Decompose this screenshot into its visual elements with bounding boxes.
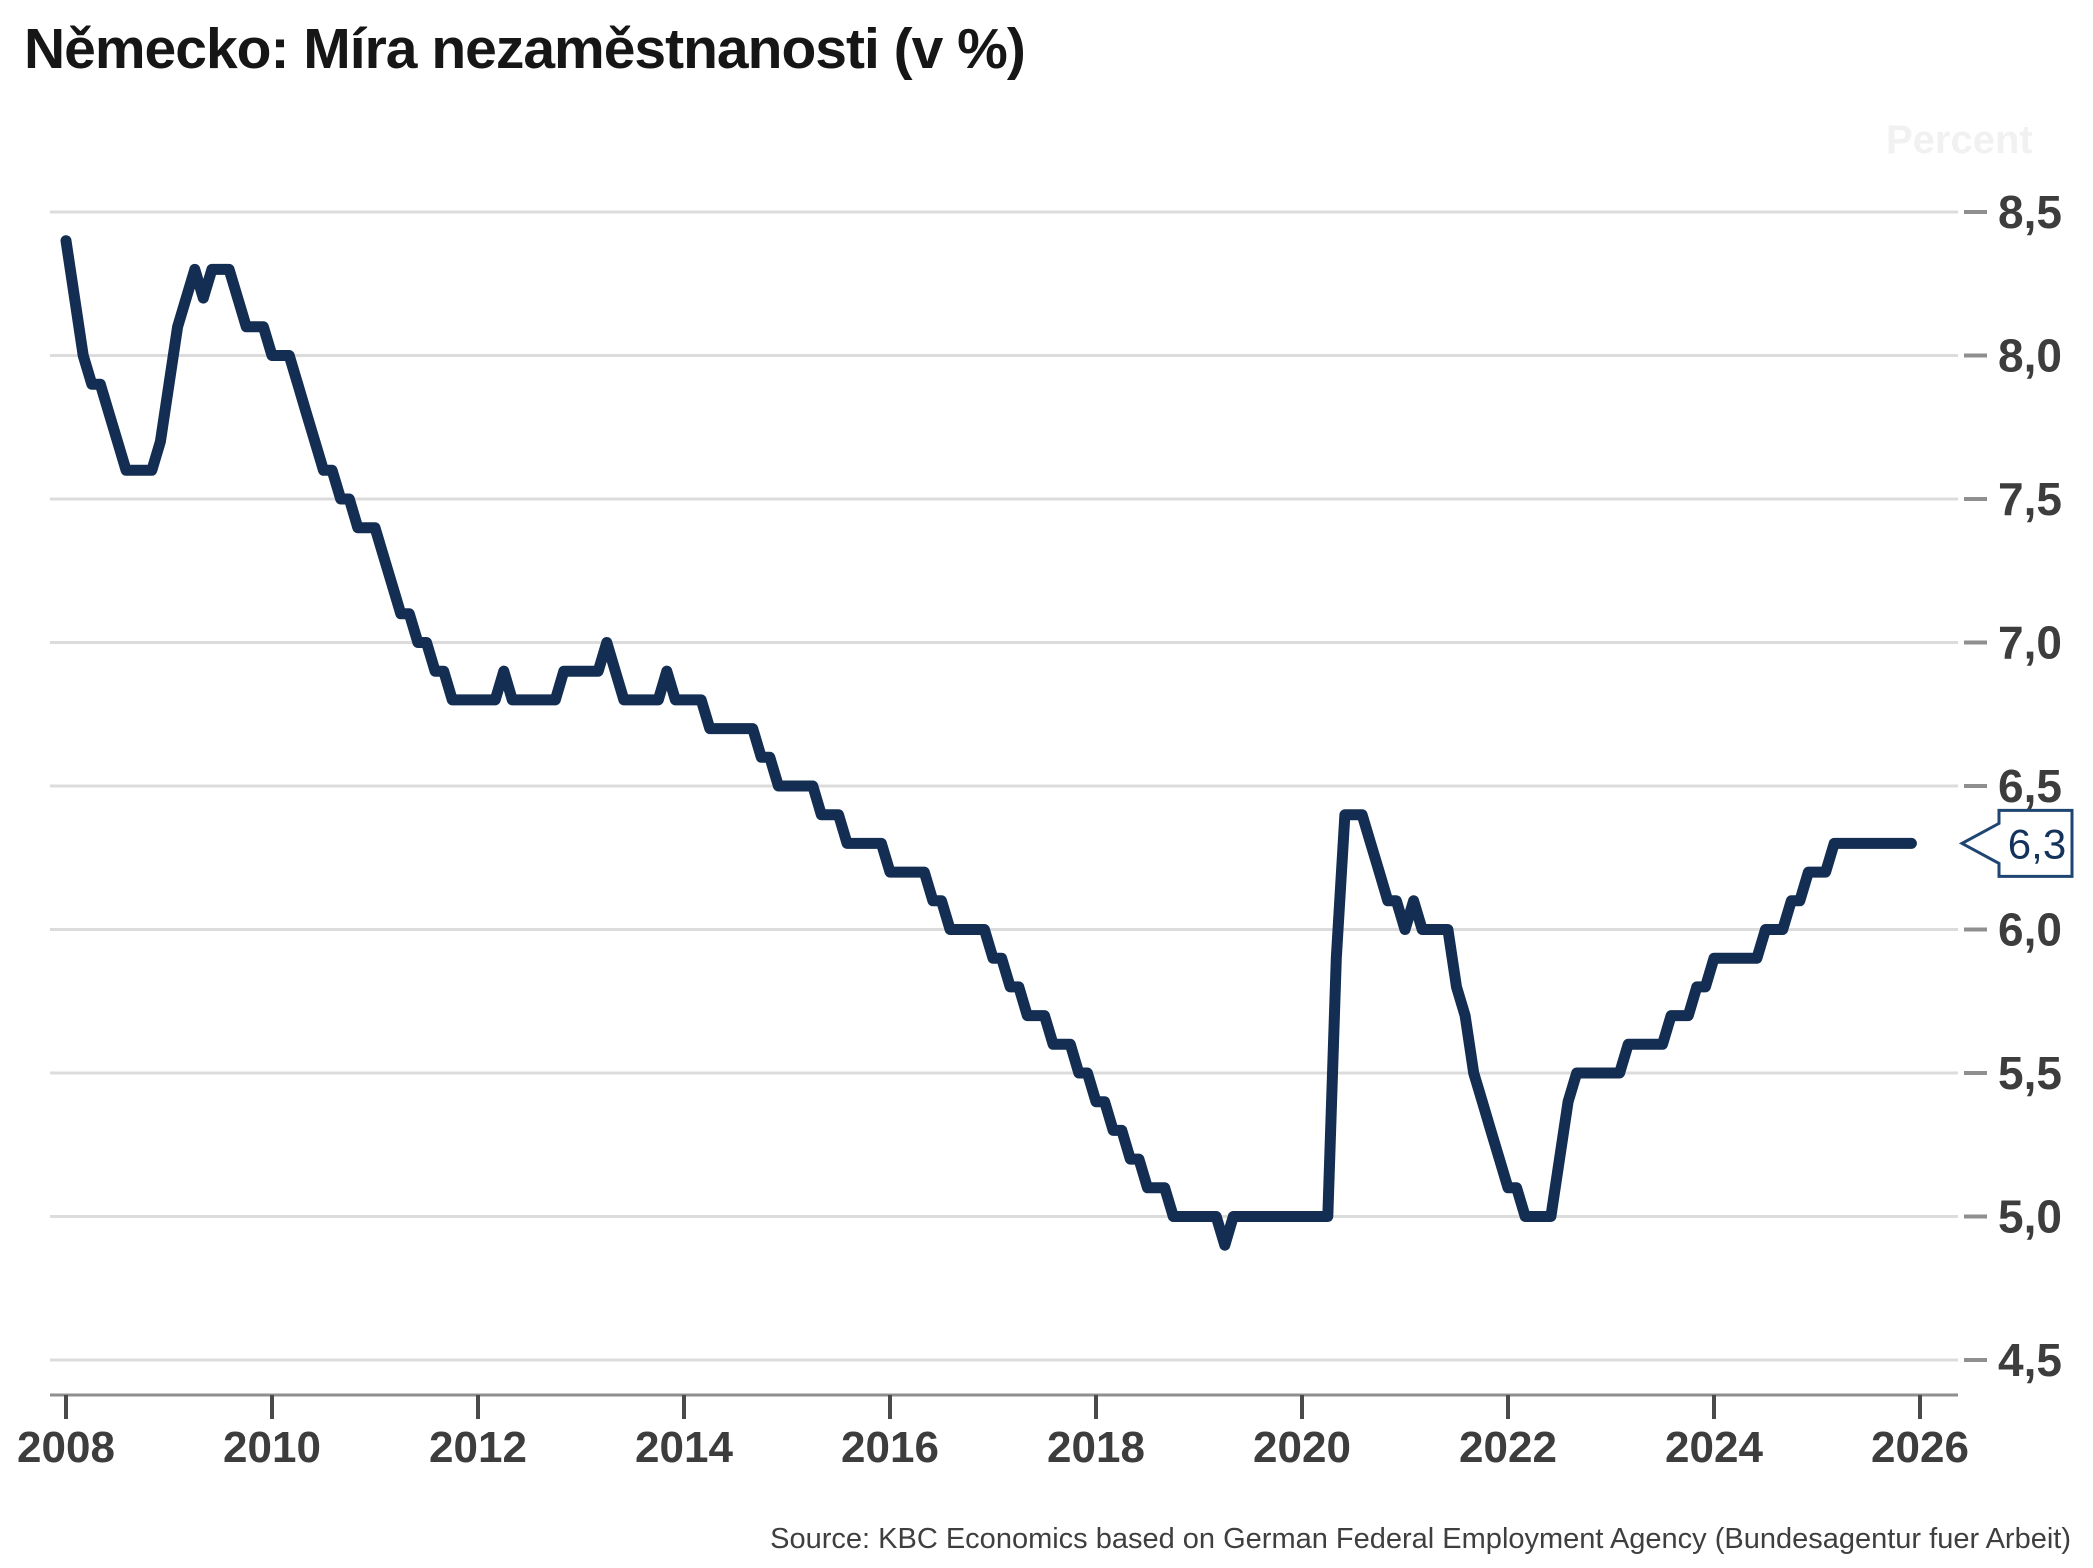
latest-value-label: 6,3: [2008, 820, 2066, 867]
y-axis-label: 6,5: [1998, 760, 2062, 812]
y-axis-label: 5,5: [1998, 1047, 2062, 1099]
unemployment-rate-line: [60, 235, 1917, 1251]
x-axis-label: 2020: [1253, 1423, 1351, 1472]
page-title: Německo: Míra nezaměstnanosti (v %): [24, 17, 1026, 81]
x-axis-label: 2014: [635, 1423, 733, 1472]
x-axis-label: 2012: [429, 1423, 527, 1472]
y-axis-label: 8,5: [1998, 186, 2062, 238]
y-axis-label: 7,0: [1998, 617, 2062, 669]
y-axis-label: 5,0: [1998, 1191, 2062, 1243]
x-axis-label: 2022: [1459, 1423, 1557, 1472]
y-axis-label: 4,5: [1998, 1334, 2062, 1386]
x-axis-label: 2024: [1665, 1423, 1763, 1472]
x-axis-label: 2010: [223, 1423, 321, 1472]
x-axis-label: 2008: [17, 1423, 115, 1472]
percent-watermark: Percent: [1886, 118, 2033, 162]
x-axis-label: 2026: [1871, 1423, 1969, 1472]
latest-value-callout: [1958, 808, 2074, 878]
y-axis-label: 8,0: [1998, 330, 2062, 382]
x-axis-label: 2016: [841, 1423, 939, 1472]
y-axis-label: 7,5: [1998, 473, 2062, 525]
x-axis-label: 2018: [1047, 1423, 1145, 1472]
y-axis-label: 6,0: [1998, 904, 2062, 956]
source-note: Source: KBC Economics based on German Fe…: [770, 1523, 2071, 1555]
